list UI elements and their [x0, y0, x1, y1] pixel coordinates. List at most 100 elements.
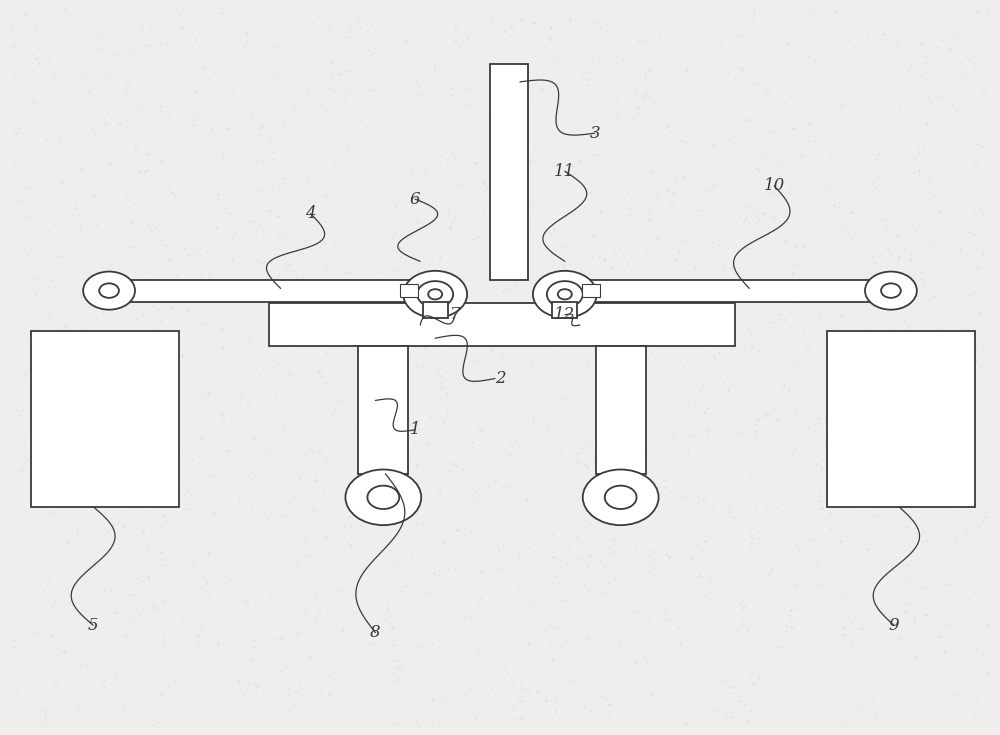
Point	[567, 482, 583, 494]
Point	[657, 358, 673, 370]
Point	[747, 427, 763, 439]
Point	[801, 326, 817, 338]
Point	[352, 229, 368, 241]
Point	[791, 399, 807, 411]
Point	[777, 313, 793, 325]
Point	[839, 469, 855, 481]
Point	[96, 531, 112, 543]
Point	[781, 51, 797, 62]
Point	[139, 387, 155, 398]
Point	[760, 316, 776, 328]
Point	[323, 329, 339, 341]
Point	[16, 211, 32, 223]
Point	[489, 639, 505, 651]
Point	[215, 151, 231, 163]
Point	[153, 313, 169, 325]
Point	[296, 392, 312, 404]
Point	[675, 171, 691, 182]
Point	[644, 556, 660, 568]
Point	[458, 212, 474, 224]
Point	[458, 7, 474, 18]
Point	[896, 26, 912, 37]
Point	[199, 245, 215, 257]
Point	[126, 197, 142, 209]
Point	[914, 365, 930, 376]
Point	[8, 487, 24, 498]
Point	[858, 76, 874, 87]
Point	[33, 264, 49, 276]
Point	[797, 320, 813, 332]
Point	[352, 520, 368, 531]
Point	[917, 277, 933, 289]
Point	[881, 598, 897, 610]
Point	[578, 12, 594, 24]
Point	[489, 173, 505, 184]
Point	[335, 534, 351, 545]
Point	[674, 26, 690, 38]
Point	[495, 249, 511, 261]
Point	[594, 416, 610, 428]
Point	[557, 594, 573, 606]
Point	[214, 681, 230, 692]
Point	[840, 252, 856, 264]
Point	[34, 352, 50, 364]
Point	[553, 555, 569, 567]
Point	[746, 78, 762, 90]
Point	[396, 528, 412, 540]
Point	[362, 337, 378, 348]
Point	[19, 697, 35, 709]
Point	[691, 571, 707, 583]
Point	[666, 505, 682, 517]
Point	[544, 653, 560, 664]
Point	[485, 652, 501, 664]
Point	[663, 48, 679, 60]
Point	[289, 293, 305, 305]
Point	[694, 316, 710, 328]
Point	[370, 422, 386, 434]
Point	[152, 315, 168, 327]
Point	[498, 98, 514, 110]
Point	[71, 609, 87, 620]
Point	[162, 253, 178, 265]
Point	[616, 428, 632, 440]
Point	[821, 713, 837, 725]
Point	[648, 459, 664, 470]
Point	[945, 484, 961, 496]
Point	[224, 36, 240, 48]
Point	[488, 152, 504, 164]
Point	[147, 222, 163, 234]
Point	[880, 703, 896, 714]
Point	[439, 387, 455, 399]
Point	[923, 96, 939, 108]
Point	[171, 657, 187, 669]
Point	[963, 282, 979, 293]
Point	[500, 368, 516, 380]
Point	[536, 680, 552, 692]
Point	[255, 77, 271, 89]
Point	[712, 117, 728, 129]
Point	[928, 77, 944, 89]
Point	[182, 681, 198, 693]
Point	[175, 242, 191, 254]
Point	[420, 140, 436, 152]
Point	[112, 13, 128, 25]
Point	[826, 536, 842, 548]
Point	[823, 438, 839, 450]
Point	[368, 281, 384, 293]
Point	[383, 477, 399, 489]
Point	[589, 87, 605, 99]
Point	[80, 85, 96, 97]
Point	[275, 192, 291, 204]
Point	[828, 618, 844, 630]
Point	[624, 245, 640, 257]
Point	[718, 709, 734, 721]
Point	[340, 86, 356, 98]
Point	[846, 234, 862, 246]
Point	[936, 412, 952, 424]
Point	[212, 607, 228, 619]
Point	[163, 455, 179, 467]
Point	[290, 562, 306, 573]
Point	[636, 651, 652, 663]
Point	[521, 638, 537, 650]
Point	[638, 702, 654, 714]
